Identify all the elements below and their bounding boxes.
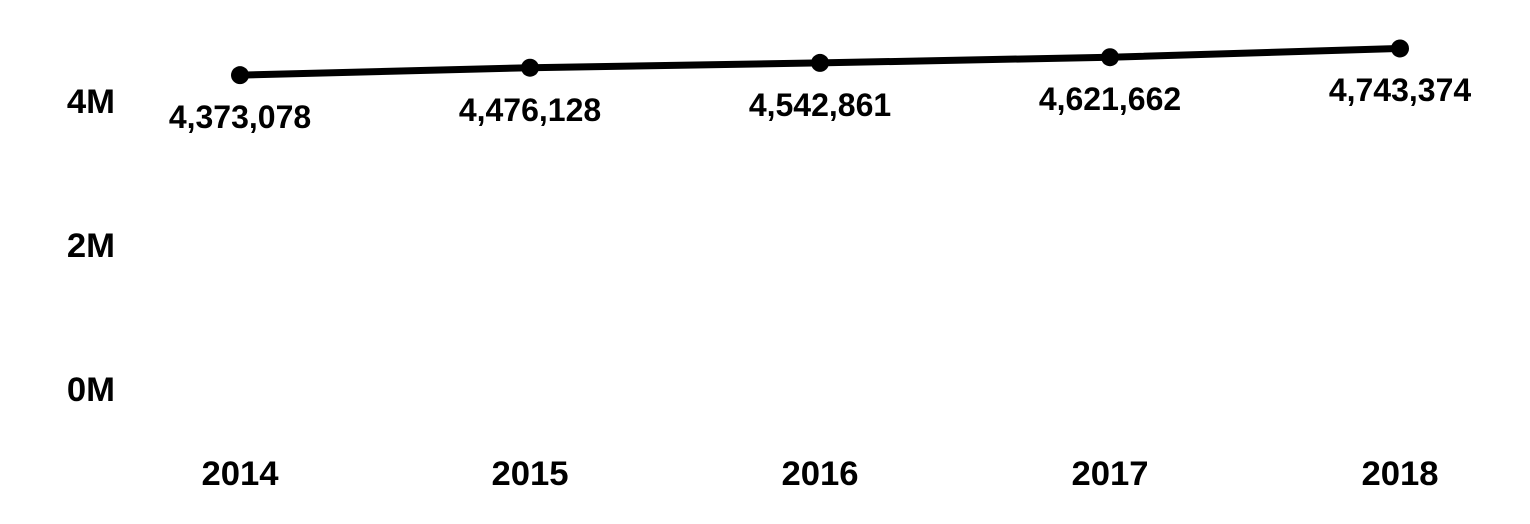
x-tick-label: 2018 xyxy=(1300,455,1500,494)
point-label: 4,373,078 xyxy=(110,99,370,136)
point-label: 4,542,861 xyxy=(690,87,950,124)
point-label: 4,743,374 xyxy=(1270,72,1530,109)
y-tick-label: 4M xyxy=(0,83,115,122)
x-tick-label: 2017 xyxy=(1010,455,1210,494)
chart-marker xyxy=(1101,48,1119,66)
chart-marker xyxy=(1391,39,1409,57)
y-tick-label: 2M xyxy=(0,227,115,266)
x-tick-label: 2016 xyxy=(720,455,920,494)
x-tick-label: 2015 xyxy=(430,455,630,494)
line-chart: 0M 2M 4M 2014 2015 2016 2017 2018 4,373,… xyxy=(0,0,1530,524)
point-label: 4,621,662 xyxy=(980,81,1240,118)
chart-marker xyxy=(811,54,829,72)
y-tick-label: 0M xyxy=(0,371,115,410)
chart-marker xyxy=(521,59,539,77)
x-tick-label: 2014 xyxy=(140,455,340,494)
chart-marker xyxy=(231,66,249,84)
point-label: 4,476,128 xyxy=(400,92,660,129)
